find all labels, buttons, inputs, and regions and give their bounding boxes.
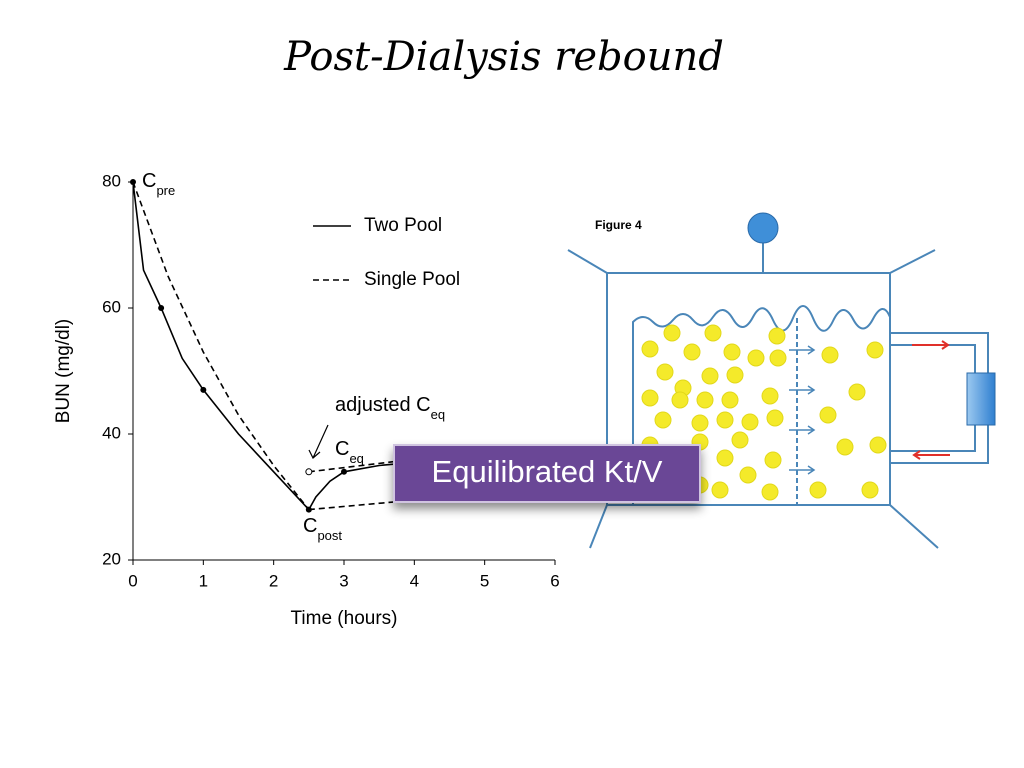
particle (861, 481, 879, 499)
y-tick-label: 20 (102, 549, 121, 568)
particle (663, 324, 681, 342)
particle (716, 411, 734, 429)
annotation-sub: eq (349, 451, 363, 466)
particle (761, 483, 779, 501)
head (747, 212, 779, 244)
particle (723, 343, 741, 361)
x-tick-label: 1 (199, 571, 208, 590)
particle (696, 391, 714, 409)
rebound-line (308, 499, 415, 511)
particle (711, 481, 729, 499)
figure-label: Figure 4 (595, 218, 642, 232)
particle (747, 349, 765, 367)
particle (641, 340, 659, 358)
particle (819, 406, 837, 424)
x-tick-label: 5 (480, 571, 489, 590)
particle (761, 387, 779, 405)
y-axis-label: BUN (mg/dl) (53, 319, 74, 424)
slide-title: Post-Dialysis rebound (283, 34, 724, 80)
transfer-arrows (789, 345, 816, 475)
y-tick-label: 40 (102, 423, 121, 442)
series-line (132, 181, 310, 511)
annotation-text: C (142, 170, 156, 192)
callout-text: Equilibrated Kt/V (432, 454, 663, 489)
particle (656, 363, 674, 381)
particle (869, 436, 887, 454)
particle (848, 383, 866, 401)
point (158, 305, 165, 311)
point (130, 179, 136, 185)
dialyzer (966, 372, 996, 426)
particle (821, 346, 839, 364)
particle (731, 431, 749, 449)
callout: Equilibrated Kt/V (393, 444, 701, 503)
annotation-text: adjusted C (335, 394, 431, 416)
point (305, 506, 312, 513)
annotation-arrow (308, 424, 329, 459)
annotation-sub: eq (431, 407, 445, 422)
point (200, 386, 207, 393)
particle (739, 466, 757, 484)
particle (866, 341, 884, 359)
particle (836, 438, 854, 456)
particle (641, 389, 659, 407)
rebound-line (308, 458, 415, 473)
x-axis-label: Time (hours) (291, 608, 398, 629)
annotation-sub: post (317, 528, 342, 543)
x-tick-label: 2 (269, 571, 278, 590)
chart: 0 1 2 3 4 5 6 20 40 60 80 Time (hours) BUN (mg/dl) Tw… (53, 170, 560, 629)
particle (716, 449, 734, 467)
particle (768, 327, 786, 345)
y-tick-label: 60 (102, 297, 121, 316)
legend-label: Single Pool (364, 269, 460, 290)
particle (721, 391, 739, 409)
annotation: Cpre (142, 170, 175, 198)
particle (809, 481, 827, 499)
vessel (567, 243, 989, 549)
flow-arrows (912, 340, 950, 460)
x-tick-label: 6 (550, 571, 559, 590)
particle (769, 349, 787, 367)
particle (766, 409, 784, 427)
annotation: Cpost (303, 515, 342, 543)
particle (764, 451, 782, 469)
particle (654, 411, 672, 429)
x-tick-label: 3 (339, 571, 348, 590)
particle (704, 324, 722, 342)
open-point (305, 468, 313, 476)
annotation: Ceq (335, 438, 364, 466)
particle (726, 366, 744, 384)
particle (701, 367, 719, 385)
x-tick-label: 4 (410, 571, 419, 590)
annotation-text: C (303, 515, 317, 537)
particle (691, 414, 709, 432)
callout-box (393, 444, 701, 503)
point (341, 468, 347, 475)
particle (683, 343, 701, 361)
annotation-sub: pre (156, 183, 175, 198)
particle (671, 391, 689, 409)
particle (741, 413, 759, 431)
y-tick-label: 80 (102, 171, 121, 190)
legend-label: Two Pool (364, 215, 442, 236)
annotation: adjusted Ceq (335, 394, 445, 422)
annotation-text: C (335, 438, 349, 460)
x-tick-label: 0 (128, 571, 137, 590)
